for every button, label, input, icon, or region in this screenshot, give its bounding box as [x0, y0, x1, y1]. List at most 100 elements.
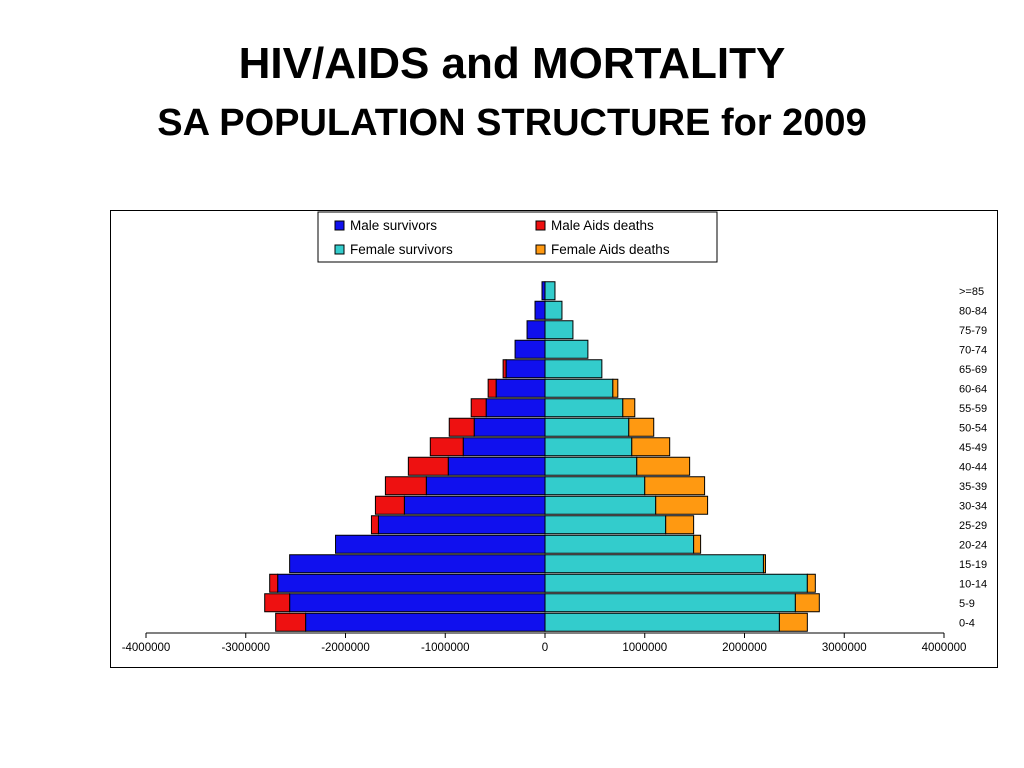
age-group-label: 0-4: [959, 617, 975, 629]
bar-female-aids-deaths-5054: [628, 417, 655, 437]
age-group-label: 5-9: [959, 598, 975, 610]
bar-female-survivors-3539: [544, 476, 646, 496]
age-group-label: 30-34: [959, 500, 987, 512]
bar-female-survivors-7074: [544, 339, 589, 359]
legend-swatch-male-survivors: [334, 220, 345, 231]
x-tick-label: -4000000: [122, 642, 171, 654]
bar-female-aids-deaths-2024: [693, 534, 702, 554]
bar-female-survivors-1014: [544, 573, 808, 593]
age-group-label: 45-49: [959, 442, 987, 454]
age-group-label: 80-84: [959, 305, 987, 317]
legend: Male survivors Male Aids deaths Female sur…: [317, 211, 718, 263]
slide-subtitle: SA POPULATION STRUCTURE for 2009: [157, 102, 867, 144]
age-group-label: >=85: [959, 286, 984, 298]
x-tick-label: 4000000: [922, 642, 967, 654]
bar-female-survivors-59: [544, 593, 796, 613]
bar-female-survivors-4044: [544, 456, 638, 476]
bar-female-aids-deaths-59: [794, 593, 820, 613]
bar-female-survivors-3034: [544, 495, 657, 515]
bar-male-survivors-6064: [495, 378, 546, 398]
age-group-label: 35-39: [959, 481, 987, 493]
bar-male-survivors-3034: [403, 495, 546, 515]
age-group-label: 20-24: [959, 539, 987, 551]
bar-female-survivors-2024: [544, 534, 695, 554]
chart-frame: -4000000 -3000000 -2000000 -1000000 0 1000000…: [110, 210, 998, 668]
bar-male-survivors-8084: [534, 300, 546, 320]
x-tick-label: -1000000: [421, 642, 470, 654]
bar-female-aids-deaths-2529: [665, 515, 695, 535]
legend-box: [317, 211, 718, 263]
bar-male-aids-deaths-5559: [470, 398, 487, 418]
bar-male-survivors-4044: [447, 456, 546, 476]
legend-label-male-survivors: Male survivors: [350, 218, 437, 233]
bar-male-aids-deaths-6064: [487, 378, 497, 398]
x-axis: -4000000 -3000000 -2000000 -1000000 0 1000000…: [122, 632, 967, 654]
bar-female-survivors-6064: [544, 378, 614, 398]
bar-male-survivors-2024: [335, 534, 546, 554]
bars-group: [264, 281, 820, 632]
category-labels: 0-4 5-9 10-14 15-19 20-24 25-29 30-34 35-39 40-4…: [959, 286, 987, 630]
bar-female-aids-deaths-3539: [644, 476, 706, 496]
bar-male-aids-deaths-5054: [448, 417, 475, 437]
age-group-label: 65-69: [959, 364, 987, 376]
bar-male-aids-deaths-4549: [429, 437, 464, 457]
bar-male-survivors-1519: [289, 554, 546, 574]
bar-male-aids-deaths-1014: [269, 573, 279, 593]
bar-female-survivors-8084: [544, 300, 563, 320]
bar-female-aids-deaths-4044: [636, 456, 691, 476]
legend-swatch-male-aids-deaths: [535, 220, 546, 231]
bar-female-aids-deaths-1519: [762, 554, 766, 574]
bar-female-aids-deaths-3034: [655, 495, 709, 515]
bar-male-survivors-4549: [462, 437, 546, 457]
age-group-label: 25-29: [959, 520, 987, 532]
age-group-label: 40-44: [959, 461, 987, 473]
x-tick-label: -2000000: [321, 642, 370, 654]
bar-male-survivors-5054: [473, 417, 546, 437]
bar-female-survivors-7579: [544, 320, 574, 340]
legend-swatch-female-survivors: [334, 244, 345, 255]
bar-male-survivors-7074: [514, 339, 546, 359]
age-group-label: 15-19: [959, 559, 987, 571]
x-tick-label: 1000000: [622, 642, 667, 654]
bar-male-survivors-6569: [505, 359, 546, 379]
bar-female-survivors-6569: [544, 359, 603, 379]
x-tick-label: 2000000: [722, 642, 767, 654]
bar-male-aids-deaths-4044: [407, 456, 449, 476]
bar-male-aids-deaths-59: [264, 593, 291, 613]
bar-female-survivors-2529: [544, 515, 667, 535]
bar-female-survivors-5054: [544, 417, 630, 437]
x-tick-label: -3000000: [221, 642, 270, 654]
legend-label-male-aids-deaths: Male Aids deaths: [551, 218, 654, 233]
age-group-label: 70-74: [959, 344, 987, 356]
bar-male-survivors-04: [305, 612, 546, 632]
bar-male-aids-deaths-6569: [502, 359, 507, 379]
bar-male-survivors-3539: [425, 476, 546, 496]
bar-female-survivors-1519: [544, 554, 764, 574]
bar-female-survivors-4549: [544, 437, 633, 457]
age-group-label: 10-14: [959, 578, 987, 590]
legend-swatch-female-aids-deaths: [535, 244, 546, 255]
bar-male-survivors-1014: [277, 573, 546, 593]
slide-title: HIV/AIDS and MORTALITY: [238, 39, 786, 88]
bar-female-aids-deaths-4549: [631, 437, 671, 457]
age-group-label: 75-79: [959, 325, 987, 337]
bar-female-aids-deaths-5559: [622, 398, 636, 418]
bar-male-aids-deaths-3034: [374, 495, 405, 515]
bar-female-aids-deaths-1014: [806, 573, 816, 593]
bar-male-aids-deaths-2529: [370, 515, 379, 535]
bar-female-aids-deaths-04: [778, 612, 808, 632]
legend-label-female-aids-deaths: Female Aids deaths: [551, 242, 670, 257]
bar-male-survivors-5559: [485, 398, 546, 418]
legend-label-female-survivors: Female survivors: [350, 242, 453, 257]
bar-male-survivors-59: [289, 593, 546, 613]
bar-male-survivors-2529: [377, 515, 546, 535]
bar-male-aids-deaths-04: [275, 612, 307, 632]
bar-female-survivors-5559: [544, 398, 624, 418]
age-group-label: 60-64: [959, 383, 987, 395]
age-group-label: 50-54: [959, 422, 987, 434]
age-group-label: 55-59: [959, 403, 987, 415]
bar-male-survivors-7579: [526, 320, 546, 340]
bar-female-survivors-04: [544, 612, 780, 632]
bar-male-aids-deaths-3539: [384, 476, 427, 496]
